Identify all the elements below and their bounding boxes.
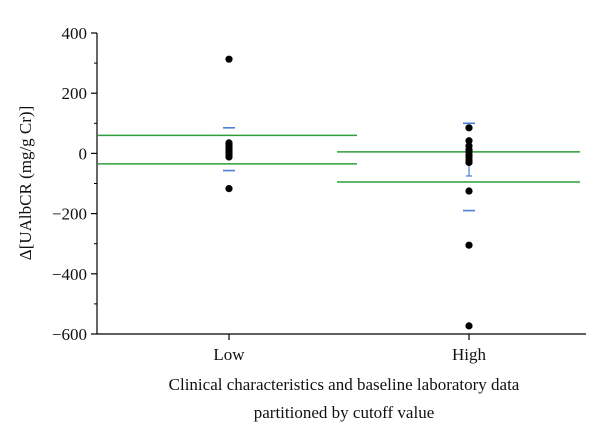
y-tick-label: 400 bbox=[62, 24, 88, 43]
data-point bbox=[225, 55, 233, 63]
x-tick-label: Low bbox=[213, 345, 245, 364]
x-tick-label: High bbox=[452, 345, 487, 364]
data-point bbox=[465, 187, 473, 195]
y-tick-label: −200 bbox=[52, 205, 87, 224]
axis-labels: Δ[UAlbCR (mg/g Cr)] Clinical characteris… bbox=[16, 106, 520, 422]
y-tick-label: 0 bbox=[79, 144, 88, 163]
x-axis-label-line-2: partitioned by cutoff value bbox=[254, 403, 435, 422]
data-points bbox=[225, 55, 473, 330]
data-point bbox=[465, 137, 473, 145]
y-tick-label: −600 bbox=[52, 325, 87, 344]
data-point bbox=[225, 185, 233, 193]
y-axis-label: Δ[UAlbCR (mg/g Cr)] bbox=[16, 106, 35, 260]
data-point bbox=[465, 124, 473, 132]
axes: 400 200 0 −200 −400 −600 Low High bbox=[52, 24, 586, 364]
data-point bbox=[225, 153, 233, 161]
error-bars bbox=[223, 122, 475, 212]
data-point bbox=[465, 322, 473, 330]
y-tick-label: −400 bbox=[52, 265, 87, 284]
x-axis-label-line-1: Clinical characteristics and baseline la… bbox=[169, 375, 520, 394]
y-tick-label: 200 bbox=[62, 84, 88, 103]
data-point bbox=[465, 158, 473, 167]
reference-lines bbox=[98, 134, 580, 183]
data-point bbox=[465, 241, 473, 249]
